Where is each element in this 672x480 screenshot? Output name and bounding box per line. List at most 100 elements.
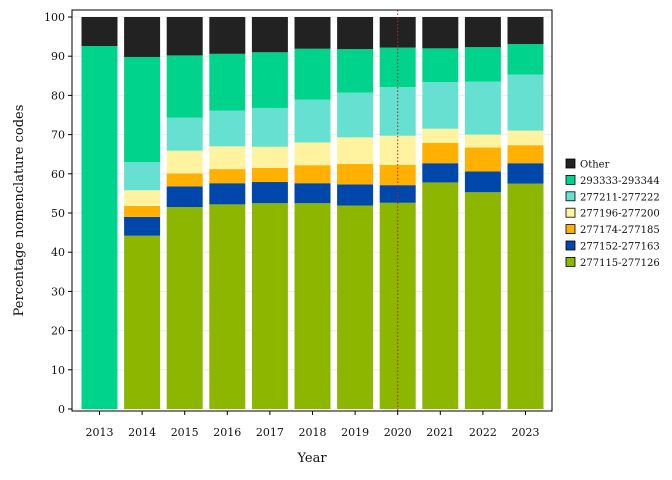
bar-segment-277174-277185-2015 <box>166 173 203 187</box>
bar-segment-277174-277185-2014 <box>124 205 161 217</box>
x-tick-label-2018: 2018 <box>299 426 327 439</box>
y-tick-labels: 0 10 20 30 40 50 60 70 80 90 100 <box>44 11 65 416</box>
legend-label-277211-277222: 277211-277222 <box>580 192 660 203</box>
bar-segment-other-2018 <box>294 17 331 49</box>
bar-segment-293333-293344-2013 <box>81 46 118 410</box>
bar-segment-277174-277185-2018 <box>294 165 331 184</box>
legend: Other 293333-293344 277211-277222 277196-27… <box>565 158 660 269</box>
bar-segment-277115-277126-2022 <box>464 192 501 409</box>
x-tick-label-2021: 2021 <box>426 426 454 439</box>
y-tick-label-80: 80 <box>51 89 65 102</box>
bar-segment-277174-277185-2023 <box>507 145 544 164</box>
bar-segment-277152-277163-2020 <box>379 185 416 203</box>
bar-segment-277196-277200-2014 <box>124 190 161 206</box>
x-tick-label-2016: 2016 <box>213 426 241 439</box>
bar-segment-277115-277126-2015 <box>166 207 203 409</box>
bar-segment-other-2017 <box>251 17 288 53</box>
bar-segment-293333-293344-2018 <box>294 48 331 100</box>
legend-label-277174-277185: 277174-277185 <box>580 225 660 236</box>
bar-segment-277211-277222-2015 <box>166 117 203 151</box>
bar-segment-277196-277200-2023 <box>507 130 544 146</box>
bar-segment-277196-277200-2016 <box>209 146 246 170</box>
legend-label-277196-277200: 277196-277200 <box>580 209 660 220</box>
x-tick-label-2014: 2014 <box>128 426 156 439</box>
bar-segment-other-2021 <box>422 17 459 49</box>
legend-label-277115-277126: 277115-277126 <box>580 258 660 269</box>
bar-segment-277115-277126-2019 <box>337 205 374 409</box>
bar-segment-293333-293344-2023 <box>507 44 544 75</box>
bar-segment-277211-277222-2017 <box>251 107 288 147</box>
bar-segment-277152-277163-2021 <box>422 163 459 183</box>
legend-swatch-293333-293344 <box>565 174 576 185</box>
legend-swatch-277152-277163 <box>565 240 576 251</box>
bar-segment-293333-293344-2017 <box>251 52 288 108</box>
bar-segment-277152-277163-2015 <box>166 186 203 208</box>
legend-label-293333-293344: 293333-293344 <box>580 176 660 187</box>
bar-segment-other-2015 <box>166 17 203 56</box>
y-tick-label-50: 50 <box>51 207 65 220</box>
bar-segment-277152-277163-2023 <box>507 163 544 184</box>
bar-segment-277196-277200-2019 <box>337 137 374 164</box>
bar-segment-277211-277222-2023 <box>507 74 544 131</box>
bar-segment-277115-277126-2018 <box>294 203 331 409</box>
bar-segment-277211-277222-2016 <box>209 110 246 147</box>
bar-segment-277196-277200-2017 <box>251 146 288 168</box>
bar-segment-277152-277163-2016 <box>209 183 246 205</box>
bar-segment-293333-293344-2019 <box>337 49 374 93</box>
bar-segment-293333-293344-2016 <box>209 53 246 111</box>
bars <box>81 17 544 410</box>
y-tick-label-40: 40 <box>51 246 65 259</box>
bar-segment-other-2023 <box>507 17 544 45</box>
bar-segment-277211-277222-2019 <box>337 92 374 138</box>
x-tick-label-2022: 2022 <box>469 426 497 439</box>
bar-segment-277152-277163-2014 <box>124 216 161 236</box>
x-tick-labels: 2013 2014 2015 2016 2017 2018 2019 2020 2021 2022… <box>86 426 540 439</box>
bar-segment-277211-277222-2021 <box>422 82 459 129</box>
bar-segment-other-2014 <box>124 17 161 57</box>
legend-swatch-other <box>565 158 576 169</box>
bar-segment-277196-277200-2015 <box>166 150 203 174</box>
legend-swatch-277115-277126 <box>565 256 576 267</box>
x-tick-label-2023: 2023 <box>512 426 540 439</box>
x-axis-title: Year <box>296 451 327 466</box>
y-tick-label-70: 70 <box>51 129 65 142</box>
legend-swatch-277174-277185 <box>565 224 576 235</box>
bar-segment-other-2013 <box>81 17 118 47</box>
y-tick-label-100: 100 <box>44 11 65 24</box>
axes <box>68 9 553 415</box>
bar-segment-277115-277126-2023 <box>507 183 544 409</box>
bar-segment-277211-277222-2022 <box>464 81 501 135</box>
x-tick-label-2013: 2013 <box>86 426 114 439</box>
bar-segment-293333-293344-2014 <box>124 56 161 163</box>
bar-segment-277211-277222-2018 <box>294 99 331 143</box>
bar-segment-277115-277126-2021 <box>422 182 459 409</box>
y-tick-label-30: 30 <box>51 285 65 298</box>
bar-segment-other-2016 <box>209 17 246 54</box>
bar-segment-277152-277163-2017 <box>251 182 288 204</box>
y-tick-label-20: 20 <box>51 325 65 338</box>
legend-label-277152-277163: 277152-277163 <box>580 242 660 253</box>
bar-segment-277152-277163-2022 <box>464 171 501 193</box>
bar-segment-277196-277200-2021 <box>422 128 459 143</box>
bar-segment-293333-293344-2021 <box>422 48 459 83</box>
bar-segment-277211-277222-2014 <box>124 162 161 191</box>
legend-swatch-277211-277222 <box>565 191 576 202</box>
bar-segment-277115-277126-2016 <box>209 204 246 409</box>
bar-segment-other-2019 <box>337 17 374 50</box>
legend-label-other: Other <box>580 160 610 171</box>
y-tick-label-0: 0 <box>58 403 65 416</box>
bar-segment-277174-277185-2022 <box>464 147 501 172</box>
x-tick-label-2019: 2019 <box>341 426 369 439</box>
y-tick-label-60: 60 <box>51 168 65 181</box>
x-tick-label-2017: 2017 <box>256 426 284 439</box>
bar-segment-277174-277185-2017 <box>251 167 288 183</box>
y-tick-label-90: 90 <box>51 50 65 63</box>
y-tick-label-10: 10 <box>51 364 65 377</box>
bar-segment-other-2022 <box>464 17 501 48</box>
bar-segment-277115-277126-2014 <box>124 235 161 409</box>
y-axis-title: Percentage nomenclature codes <box>12 105 27 317</box>
bar-segment-293333-293344-2015 <box>166 55 203 118</box>
bar-segment-277152-277163-2019 <box>337 184 374 206</box>
x-tick-label-2015: 2015 <box>171 426 199 439</box>
